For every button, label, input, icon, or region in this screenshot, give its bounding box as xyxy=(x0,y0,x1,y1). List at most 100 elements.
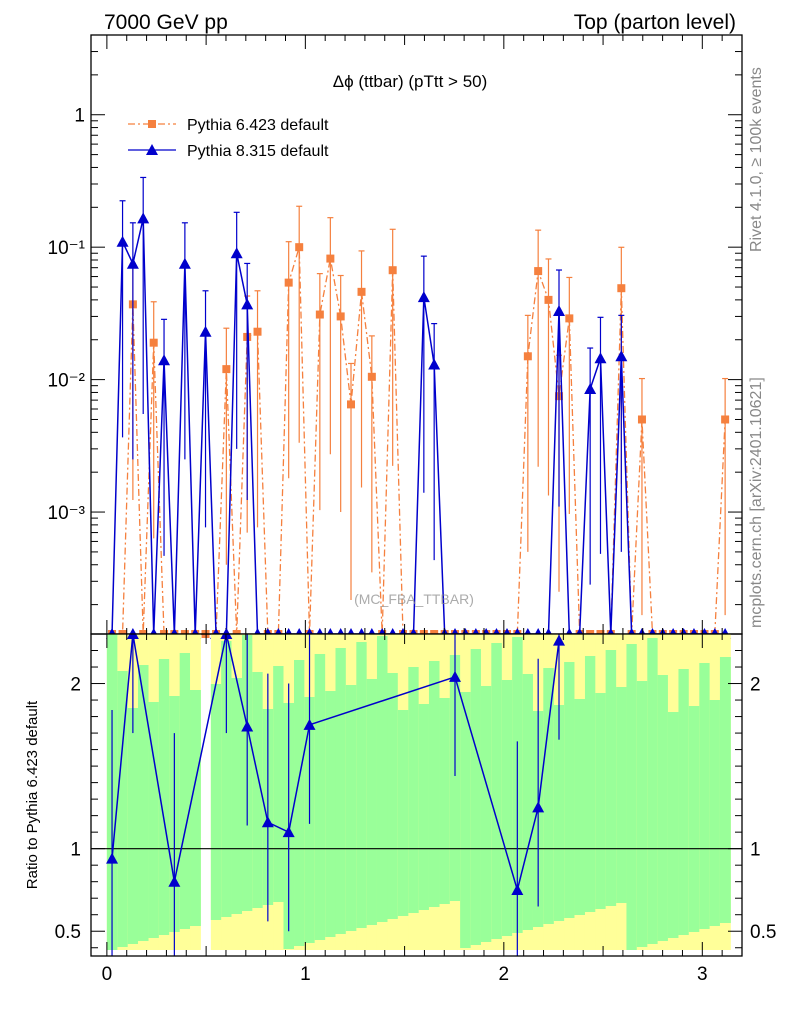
point-pythia6 xyxy=(544,295,553,304)
band-green xyxy=(667,712,679,938)
line-pythia6 xyxy=(112,246,726,635)
band-green xyxy=(117,671,129,947)
band-green xyxy=(647,638,659,944)
ratio-y-tick-label: 2 xyxy=(70,675,81,696)
ratio-y-tick-label-right: 0.5 xyxy=(750,922,776,943)
band-green xyxy=(127,708,139,944)
series-pythia6 xyxy=(108,205,730,638)
band-green xyxy=(138,665,149,941)
line-pythia8 xyxy=(111,218,726,635)
rivet-label: Rivet 4.1.0, ≥ 100k events xyxy=(748,67,765,252)
band-green xyxy=(460,692,472,948)
band-green xyxy=(408,667,420,913)
band-green xyxy=(210,684,222,920)
point-pythia6 xyxy=(315,310,324,319)
point-pythia8 xyxy=(241,298,254,310)
point-pythia8 xyxy=(230,247,243,259)
band-green xyxy=(387,673,399,919)
ratio-point xyxy=(449,670,462,682)
band-green xyxy=(325,691,337,937)
legend: Pythia 6.423 default Pythia 8.315 defaul… xyxy=(128,117,329,160)
band-green xyxy=(522,674,534,930)
band-green xyxy=(158,659,170,935)
band-green xyxy=(595,693,607,909)
point-pythia8 xyxy=(417,291,430,303)
legend-entry-pythia8: Pythia 8.315 default xyxy=(128,143,329,160)
point-pythia6 xyxy=(253,327,262,336)
point-pythia8 xyxy=(594,352,607,364)
ratio-point xyxy=(532,801,545,813)
point-pythia8 xyxy=(615,350,628,362)
band-green xyxy=(678,669,690,935)
point-pythia8 xyxy=(158,354,171,366)
band-green xyxy=(699,663,711,929)
band-green xyxy=(356,642,368,928)
point-pythia8 xyxy=(199,325,212,337)
band-green xyxy=(335,648,347,934)
band-green xyxy=(231,678,243,914)
legend-marker-pythia6 xyxy=(148,120,156,128)
plot-title: Δϕ (ttbar) (pTtt > 50) xyxy=(333,72,488,91)
header-right: Top (parton level) xyxy=(574,11,736,34)
y-tick-label: 1 xyxy=(74,106,85,127)
band-green xyxy=(719,657,731,923)
band-green xyxy=(636,681,648,947)
band-green xyxy=(616,687,628,903)
ratio-point xyxy=(303,718,316,730)
band-green xyxy=(397,710,409,916)
point-pythia8 xyxy=(428,358,441,370)
point-pythia6 xyxy=(284,278,293,287)
band-green xyxy=(553,705,565,921)
band-green xyxy=(221,641,233,917)
ratio-point xyxy=(511,883,524,895)
ratio-point xyxy=(261,816,274,828)
band-green xyxy=(574,699,586,915)
ratio-point xyxy=(553,634,566,646)
main-plot-panel: 1 10⁻¹ 10⁻² 10⁻³ Δϕ (ttbar) (pTtt > 50) (MC… xyxy=(48,34,743,639)
band-green xyxy=(626,644,638,950)
mcplots-label: mcplots.cern.ch [arXiv:2401.10621] xyxy=(748,377,765,628)
point-pythia8 xyxy=(116,235,129,247)
point-pythia6 xyxy=(367,372,376,381)
point-pythia8 xyxy=(584,382,597,394)
ratio-point xyxy=(106,852,119,864)
series-pythia8 xyxy=(106,176,732,639)
point-pythia6 xyxy=(534,267,543,276)
ratio-line xyxy=(111,633,560,893)
point-pythia6 xyxy=(617,284,626,293)
band-green xyxy=(294,660,305,946)
ratio-y-tick-label-right: 2 xyxy=(750,675,761,696)
band-green xyxy=(491,643,503,939)
band-green xyxy=(439,698,451,904)
band-green xyxy=(345,685,357,931)
ratio-y-tick-label-right: 1 xyxy=(750,840,761,861)
x-tick-label: 3 xyxy=(697,964,708,985)
legend-label-pythia8: Pythia 8.315 default xyxy=(187,143,329,160)
band-green xyxy=(428,661,440,907)
ratio-y-tick-label: 1 xyxy=(70,840,81,861)
series-ratio-pythia8 xyxy=(106,628,566,956)
point-pythia6 xyxy=(336,312,345,321)
ratio-y-tick-label: 0.5 xyxy=(55,922,81,943)
x-tick-label: 0 xyxy=(102,964,113,985)
ratio-plot-frame xyxy=(90,633,743,957)
band-green xyxy=(657,675,669,941)
point-pythia6 xyxy=(149,338,158,347)
legend-entry-pythia6: Pythia 6.423 default xyxy=(128,117,329,134)
header-left: 7000 GeV pp xyxy=(104,11,228,34)
y-tick-label: 10⁻³ xyxy=(48,503,86,524)
x-tick-label: 1 xyxy=(300,964,311,985)
band-green xyxy=(449,655,461,901)
point-pythia6 xyxy=(388,266,397,275)
point-pythia6 xyxy=(565,314,574,323)
band-green xyxy=(418,704,430,910)
legend-label-pythia6: Pythia 6.423 default xyxy=(187,117,329,134)
band-green xyxy=(543,668,555,924)
legend-marker-pythia8 xyxy=(146,144,158,155)
y-tick-label: 10⁻² xyxy=(48,371,86,392)
point-pythia8 xyxy=(553,304,566,316)
point-pythia6 xyxy=(222,365,231,374)
band-green xyxy=(314,654,326,940)
y-tick-label: 10⁻¹ xyxy=(48,238,86,259)
